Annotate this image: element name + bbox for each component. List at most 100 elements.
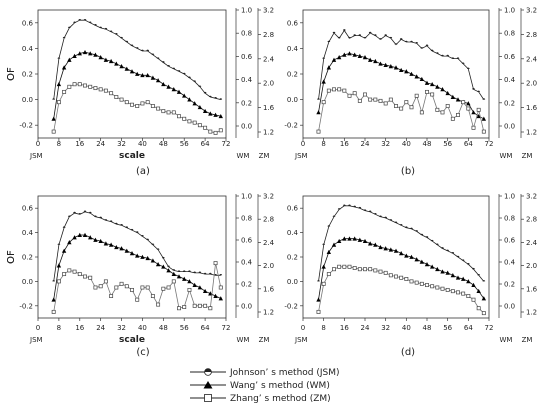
data-point bbox=[219, 274, 223, 276]
data-point bbox=[343, 204, 346, 206]
x-axis-jsm-label: JSM bbox=[294, 152, 308, 160]
data-point bbox=[57, 57, 61, 59]
data-point bbox=[440, 110, 445, 115]
data-point bbox=[187, 119, 192, 124]
data-point bbox=[197, 285, 203, 290]
data-point bbox=[120, 36, 123, 39]
zm-axis-label: ZM bbox=[259, 152, 270, 160]
data-point bbox=[394, 43, 398, 45]
x-tick-label: 48 bbox=[159, 324, 168, 332]
x-tick-label: 48 bbox=[423, 140, 432, 148]
zm-tick-label: 2.0 bbox=[263, 262, 274, 270]
data-point bbox=[119, 64, 124, 69]
data-point bbox=[455, 97, 461, 102]
x-axis-jsm-label: JSM bbox=[294, 336, 308, 344]
data-point bbox=[93, 86, 98, 91]
y-tick-label: -0.2 bbox=[284, 122, 298, 130]
data-point bbox=[203, 125, 208, 130]
wm-tick-label: 0.8 bbox=[504, 215, 515, 223]
data-point bbox=[317, 98, 320, 100]
data-point bbox=[197, 303, 202, 308]
y-tick-label: 0.4 bbox=[22, 229, 34, 237]
zm-tick-label: 2.0 bbox=[263, 80, 274, 88]
data-point bbox=[404, 253, 409, 258]
data-point bbox=[393, 65, 399, 70]
data-point bbox=[218, 113, 223, 119]
x-tick-label: 72 bbox=[485, 324, 494, 332]
data-point bbox=[82, 232, 88, 237]
data-point bbox=[342, 88, 347, 93]
data-point bbox=[460, 276, 466, 281]
data-point bbox=[213, 130, 218, 135]
data-point bbox=[378, 269, 383, 274]
x-tick-label: 72 bbox=[485, 140, 494, 148]
wm-tick-label: 0.6 bbox=[241, 237, 253, 245]
data-point bbox=[130, 44, 134, 46]
y-tick-label: 0.4 bbox=[22, 45, 34, 53]
y-tick-label: 0.6 bbox=[287, 205, 299, 213]
data-point bbox=[150, 75, 156, 80]
data-point bbox=[357, 53, 363, 58]
data-point bbox=[78, 18, 82, 21]
data-point bbox=[99, 26, 102, 28]
data-point bbox=[384, 34, 387, 36]
data-point bbox=[414, 93, 419, 98]
data-point bbox=[471, 125, 476, 130]
data-point bbox=[389, 219, 393, 221]
data-point bbox=[176, 274, 182, 279]
data-point bbox=[119, 281, 124, 286]
data-point bbox=[103, 57, 109, 62]
data-point bbox=[342, 236, 347, 241]
data-point bbox=[347, 51, 352, 56]
data-point bbox=[171, 271, 176, 276]
wm-tick-label: 0.6 bbox=[241, 53, 253, 61]
series-line bbox=[53, 19, 221, 100]
wm-tick-label: 0.4 bbox=[241, 76, 253, 84]
data-point bbox=[182, 270, 186, 272]
data-point bbox=[98, 55, 103, 60]
x-tick-label: 64 bbox=[464, 140, 473, 148]
data-point bbox=[472, 88, 475, 90]
data-point bbox=[405, 40, 408, 42]
zm-tick-label: 2.4 bbox=[263, 239, 275, 247]
data-point bbox=[347, 236, 352, 241]
data-point bbox=[150, 294, 155, 298]
x-tick-label: 8 bbox=[57, 324, 61, 332]
data-point bbox=[477, 90, 480, 92]
data-point bbox=[57, 243, 61, 245]
data-point bbox=[430, 284, 435, 289]
data-point bbox=[357, 237, 363, 242]
data-point bbox=[326, 249, 332, 255]
data-point bbox=[129, 251, 135, 256]
data-point bbox=[83, 210, 87, 212]
data-point bbox=[383, 62, 388, 67]
data-point bbox=[187, 279, 192, 284]
data-point bbox=[393, 248, 399, 253]
wm-tick-label: 1.0 bbox=[241, 7, 252, 15]
data-point bbox=[198, 271, 202, 273]
data-point bbox=[130, 102, 134, 107]
x-tick-label: 8 bbox=[321, 140, 325, 148]
data-point bbox=[161, 81, 166, 87]
data-point bbox=[68, 26, 71, 28]
data-point bbox=[129, 69, 135, 74]
data-point bbox=[88, 211, 92, 214]
data-point bbox=[62, 272, 67, 277]
data-point bbox=[213, 293, 218, 298]
data-point bbox=[150, 104, 155, 108]
data-point bbox=[77, 272, 82, 277]
data-point bbox=[404, 69, 409, 74]
x-tick-label: 56 bbox=[180, 140, 189, 148]
wm-axis-label: WM bbox=[500, 152, 513, 160]
data-point bbox=[322, 57, 325, 59]
x-tick-label: 8 bbox=[57, 140, 61, 148]
x-axis-jsm-label: JSM bbox=[29, 336, 43, 344]
plot-frame bbox=[302, 195, 490, 319]
data-point bbox=[82, 49, 88, 55]
data-point bbox=[472, 267, 475, 270]
data-point bbox=[114, 95, 119, 99]
data-point bbox=[103, 88, 108, 93]
series-line bbox=[318, 266, 485, 314]
data-point bbox=[362, 55, 368, 60]
